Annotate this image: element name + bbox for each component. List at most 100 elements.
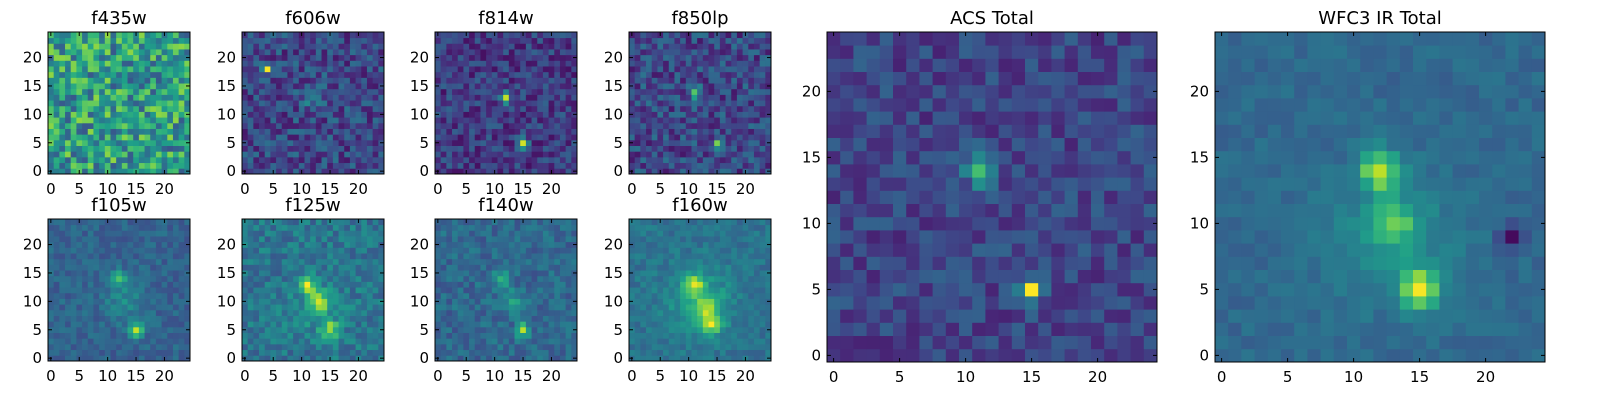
heatmap-cell — [110, 88, 117, 95]
heatmap-cell — [150, 139, 157, 146]
heatmap-cell — [344, 151, 351, 158]
heatmap-cell — [242, 343, 249, 351]
heatmap-cell — [155, 258, 162, 265]
heatmap-cell — [457, 156, 464, 164]
heatmap-cell — [725, 315, 732, 322]
heatmap-cell — [178, 304, 185, 311]
heatmap-cell — [53, 117, 60, 124]
heatmap-cell — [640, 304, 647, 311]
heatmap-cell — [116, 236, 123, 243]
heatmap-cell — [293, 275, 300, 282]
heatmap-cell — [491, 54, 498, 61]
heatmap-cell — [634, 128, 641, 135]
heatmap-cell — [121, 321, 128, 328]
heatmap-cell — [110, 326, 117, 333]
heatmap-cell — [48, 343, 55, 351]
heatmap-cell — [463, 326, 470, 333]
heatmap-cell — [634, 117, 641, 124]
heatmap-cell — [155, 71, 162, 78]
heatmap-cell — [491, 270, 498, 277]
heatmap-cell — [486, 43, 493, 50]
heatmap-cell — [82, 264, 89, 271]
heatmap-cell — [714, 156, 721, 164]
heatmap-cell — [276, 83, 283, 90]
heatmap-cell — [559, 139, 567, 146]
heatmap-cell — [765, 37, 772, 44]
heatmap-cell — [315, 258, 322, 265]
heatmap-cell — [537, 151, 544, 158]
heatmap-cell — [440, 128, 447, 135]
heatmap-cell — [304, 134, 311, 141]
heatmap-cell — [559, 241, 567, 248]
y-tick-label: 15 — [604, 77, 623, 95]
heatmap-cell — [685, 298, 692, 305]
heatmap-cells — [242, 32, 385, 175]
heatmap-cell — [121, 54, 128, 61]
heatmap-cell — [685, 304, 692, 311]
heatmap-cell — [657, 128, 664, 135]
heatmap-cell — [310, 134, 317, 141]
heatmap-cell — [748, 134, 755, 141]
heatmap-cell — [680, 321, 687, 328]
heatmap-cell — [133, 60, 140, 67]
heatmap-cell — [355, 105, 362, 112]
heatmap-cell — [242, 88, 249, 95]
heatmap-cell — [155, 168, 162, 175]
heatmap-cell — [474, 66, 481, 73]
heatmap-cell — [116, 105, 123, 112]
heatmap-cell — [372, 281, 379, 288]
heatmap-cell — [457, 111, 464, 118]
heatmap-cell — [565, 83, 572, 90]
heatmap-cell — [104, 128, 111, 135]
heatmap-cell — [76, 275, 83, 282]
heatmap-cell — [691, 304, 698, 311]
heatmap-cell — [349, 77, 356, 84]
heatmap-cell — [270, 287, 277, 294]
heatmap-cell — [759, 88, 766, 95]
heatmap-cell — [497, 100, 504, 107]
heatmap-cell — [150, 54, 157, 61]
heatmap-cell — [474, 309, 481, 316]
heatmap-cell — [457, 264, 464, 271]
heatmap-cell — [287, 162, 294, 169]
heatmap-cell — [321, 128, 328, 135]
heatmap-cell — [565, 258, 572, 265]
heatmap-cell — [178, 117, 185, 124]
heatmap-cell — [172, 32, 180, 39]
heatmap-cell — [276, 94, 283, 101]
heatmap-cell — [281, 77, 288, 84]
heatmap-cell — [104, 304, 111, 311]
heatmap-cell — [344, 162, 351, 169]
heatmap-cell — [121, 355, 128, 362]
heatmap-cell — [116, 219, 123, 226]
heatmap-cell — [287, 145, 294, 152]
heatmap-cell — [474, 241, 481, 248]
heatmap-cell — [646, 287, 653, 294]
heatmap-cell — [372, 355, 379, 362]
heatmap-cell — [452, 281, 459, 288]
heatmap-cell — [150, 151, 157, 158]
heatmap-cell — [440, 122, 447, 129]
heatmap-cell — [82, 298, 89, 305]
heatmap-cell — [685, 287, 692, 294]
heatmap-cell — [651, 122, 658, 129]
heatmap-cell — [127, 43, 134, 50]
heatmap-cell — [87, 100, 94, 107]
heatmap-cell — [503, 77, 510, 84]
heatmap-cell — [640, 168, 647, 175]
heatmap-cell — [138, 151, 145, 158]
heatmap-cell — [287, 224, 294, 231]
heatmap-cell — [463, 128, 470, 135]
heatmap-cell — [178, 332, 185, 339]
heatmap-cell — [76, 60, 83, 67]
heatmap-cell — [497, 287, 504, 294]
heatmap-cell — [259, 54, 266, 61]
heatmap-cell — [53, 77, 60, 84]
heatmap-cell — [697, 304, 704, 311]
heatmap-cell — [242, 264, 249, 271]
heatmap-cell — [315, 304, 322, 311]
heatmap-cell — [657, 88, 664, 95]
heatmap-cell — [82, 349, 89, 356]
heatmap-cell — [281, 298, 288, 305]
heatmap-cell — [349, 83, 356, 90]
